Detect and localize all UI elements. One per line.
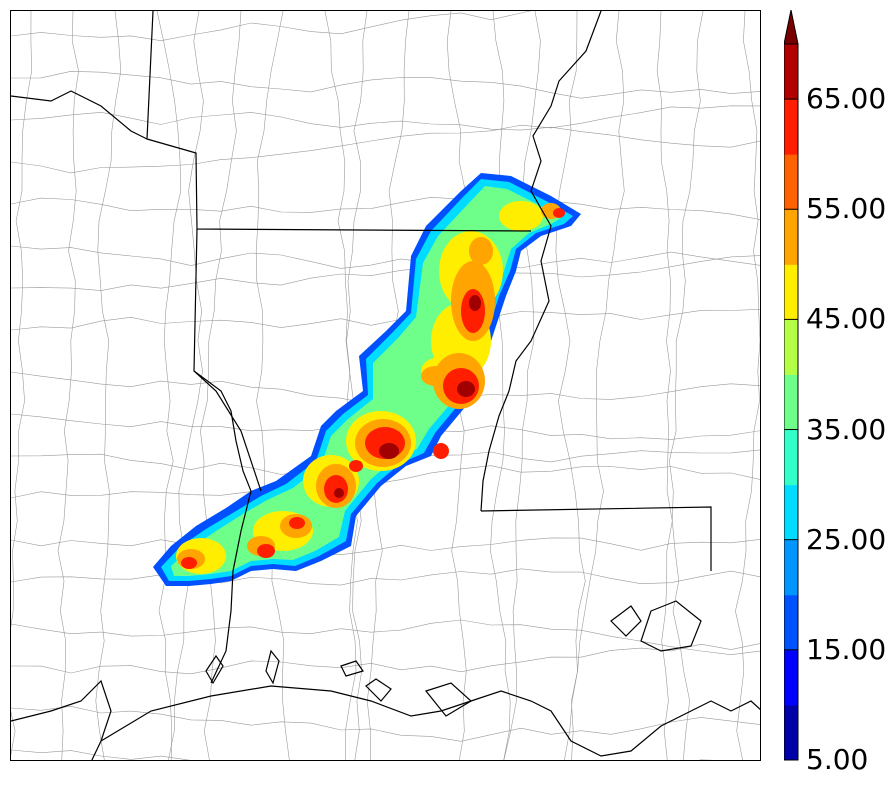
county-line-v — [345, 11, 368, 760]
bay-shape-2 — [640, 600, 702, 652]
colorbar-tick-label: 65.00 — [806, 82, 887, 116]
county-line-h — [11, 196, 760, 220]
county-line-v — [503, 11, 541, 760]
county-line-h — [11, 105, 760, 174]
colorbar-ticks — [784, 98, 798, 761]
county-line-h — [11, 643, 760, 675]
bay-shape-1 — [610, 605, 642, 637]
island-4 — [265, 649, 280, 685]
colorbar-segment — [784, 704, 798, 761]
county-line-h — [11, 465, 760, 499]
state-line-ark-la — [193, 228, 262, 492]
county-line-h — [11, 749, 714, 760]
county-line-h — [11, 255, 760, 291]
colorbar-segment — [784, 264, 798, 320]
colorbar-segment — [784, 99, 798, 155]
county-line-h — [11, 309, 760, 331]
colorbar-segment — [784, 44, 798, 100]
colorbar-segment — [784, 594, 798, 651]
coastline — [11, 679, 760, 760]
map-canvas — [11, 11, 760, 760]
county-line-h — [11, 568, 760, 586]
colorbar-segment — [784, 649, 798, 706]
colorbar-segment — [784, 154, 798, 210]
county-line-v — [668, 11, 704, 760]
county-line-h — [11, 111, 760, 148]
county-line-h — [11, 537, 760, 557]
county-line-v — [324, 11, 363, 760]
colorbar-segments — [784, 44, 798, 761]
state-line-north — [146, 11, 532, 232]
island-3 — [424, 682, 473, 717]
county-line-v — [735, 11, 760, 760]
county-line-v — [156, 11, 182, 760]
map-panel — [10, 10, 761, 761]
island-1 — [365, 678, 392, 702]
county-line-v — [57, 11, 79, 760]
colorbar-tick-label: 55.00 — [806, 192, 887, 226]
colorbar-segment — [784, 374, 798, 431]
county-line-h — [11, 619, 760, 656]
county-line-v — [200, 11, 242, 760]
county-boundaries — [11, 11, 760, 760]
county-line-h — [11, 70, 760, 99]
county-line-v — [255, 11, 290, 760]
county-line-v — [168, 11, 204, 760]
county-line-v — [490, 11, 511, 760]
county-line-h — [11, 11, 532, 42]
lake-shape — [205, 654, 224, 685]
colorbar-segment — [784, 539, 798, 596]
colorbar-extend-arrow — [784, 10, 799, 45]
colorbar-tick-label: 15.00 — [806, 632, 887, 666]
colorbar-segment — [784, 209, 798, 265]
state-line-east — [480, 506, 712, 571]
island-2 — [340, 660, 364, 677]
red-river — [193, 370, 252, 684]
state-boundaries — [11, 11, 760, 760]
colorbar-segment — [784, 429, 798, 486]
colorbar-tick-label: 35.00 — [806, 412, 887, 446]
colorbar-segment — [784, 319, 798, 375]
county-line-v — [564, 11, 625, 760]
rain-swath — [153, 173, 581, 586]
county-line-v — [656, 11, 673, 760]
colorbar-tick-label: 5.00 — [806, 743, 869, 776]
mississippi-river — [480, 11, 602, 512]
county-line-v — [95, 11, 122, 760]
colorbar-tick-label: 45.00 — [806, 302, 887, 336]
colorbar — [784, 10, 799, 761]
county-line-v — [555, 11, 586, 760]
state-line-west — [11, 90, 148, 140]
county-line-v — [11, 11, 33, 756]
colorbar-tick-label: 25.00 — [806, 522, 887, 556]
swath-dark — [334, 295, 481, 498]
colorbar-segment — [784, 484, 798, 541]
county-line-h — [11, 705, 760, 742]
county-line-h — [11, 245, 760, 269]
